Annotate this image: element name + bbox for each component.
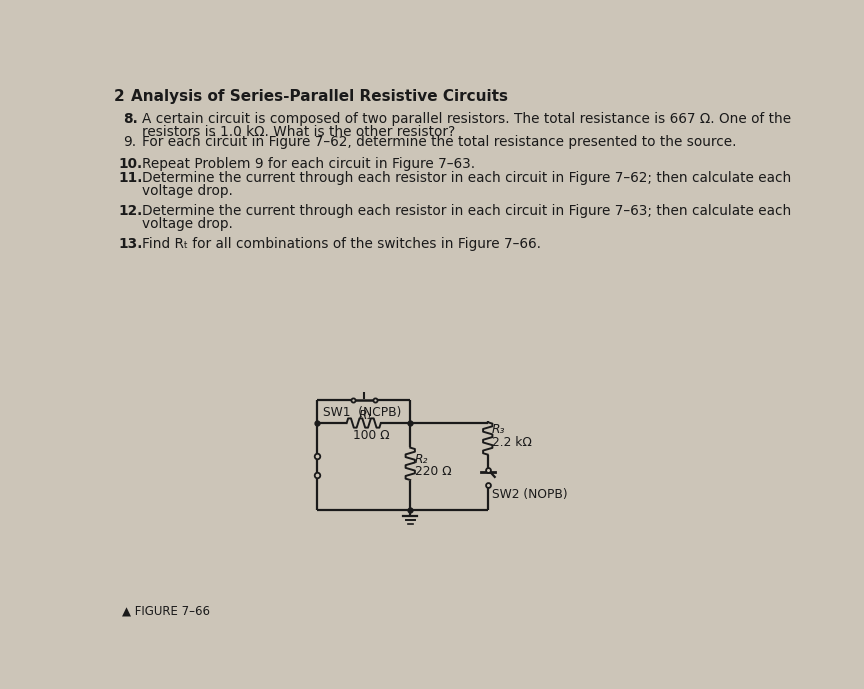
Text: resistors is 1.0 kΩ. What is the other resistor?: resistors is 1.0 kΩ. What is the other r…: [142, 125, 455, 139]
Text: 220 Ω: 220 Ω: [415, 465, 452, 478]
Text: SW1  (NCPB): SW1 (NCPB): [323, 406, 402, 419]
Text: R₁: R₁: [359, 409, 372, 422]
Text: Determine the current through each resistor in each circuit in Figure 7–62; then: Determine the current through each resis…: [142, 172, 791, 185]
Text: 8.: 8.: [124, 112, 138, 126]
Text: Find Rₜ for all combinations of the switches in Figure 7–66.: Find Rₜ for all combinations of the swit…: [142, 237, 541, 251]
Text: voltage drop.: voltage drop.: [142, 218, 233, 232]
Text: Repeat Problem 9 for each circuit in Figure 7–63.: Repeat Problem 9 for each circuit in Fig…: [142, 156, 475, 171]
Text: 2: 2: [114, 89, 125, 104]
Text: 13.: 13.: [119, 237, 143, 251]
Text: 2.2 kΩ: 2.2 kΩ: [492, 436, 531, 449]
Text: SW2 (NOPB): SW2 (NOPB): [492, 489, 568, 502]
Text: 100 Ω: 100 Ω: [353, 429, 390, 442]
Text: For each circuit in Figure 7–62, determine the total resistance presented to the: For each circuit in Figure 7–62, determi…: [142, 135, 737, 149]
Text: 9.: 9.: [124, 135, 137, 149]
Text: Determine the current through each resistor in each circuit in Figure 7–63; then: Determine the current through each resis…: [142, 205, 791, 218]
Text: 10.: 10.: [119, 156, 143, 171]
Text: R₃: R₃: [492, 423, 505, 436]
Text: R₂: R₂: [415, 453, 429, 466]
Text: A certain circuit is composed of two parallel resistors. The total resistance is: A certain circuit is composed of two par…: [142, 112, 791, 126]
Text: ▲ FIGURE 7–66: ▲ FIGURE 7–66: [122, 605, 210, 618]
Text: 12.: 12.: [119, 205, 143, 218]
Text: 11.: 11.: [119, 172, 143, 185]
Text: voltage drop.: voltage drop.: [142, 185, 233, 198]
Text: Analysis of Series-Parallel Resistive Circuits: Analysis of Series-Parallel Resistive Ci…: [131, 89, 508, 104]
